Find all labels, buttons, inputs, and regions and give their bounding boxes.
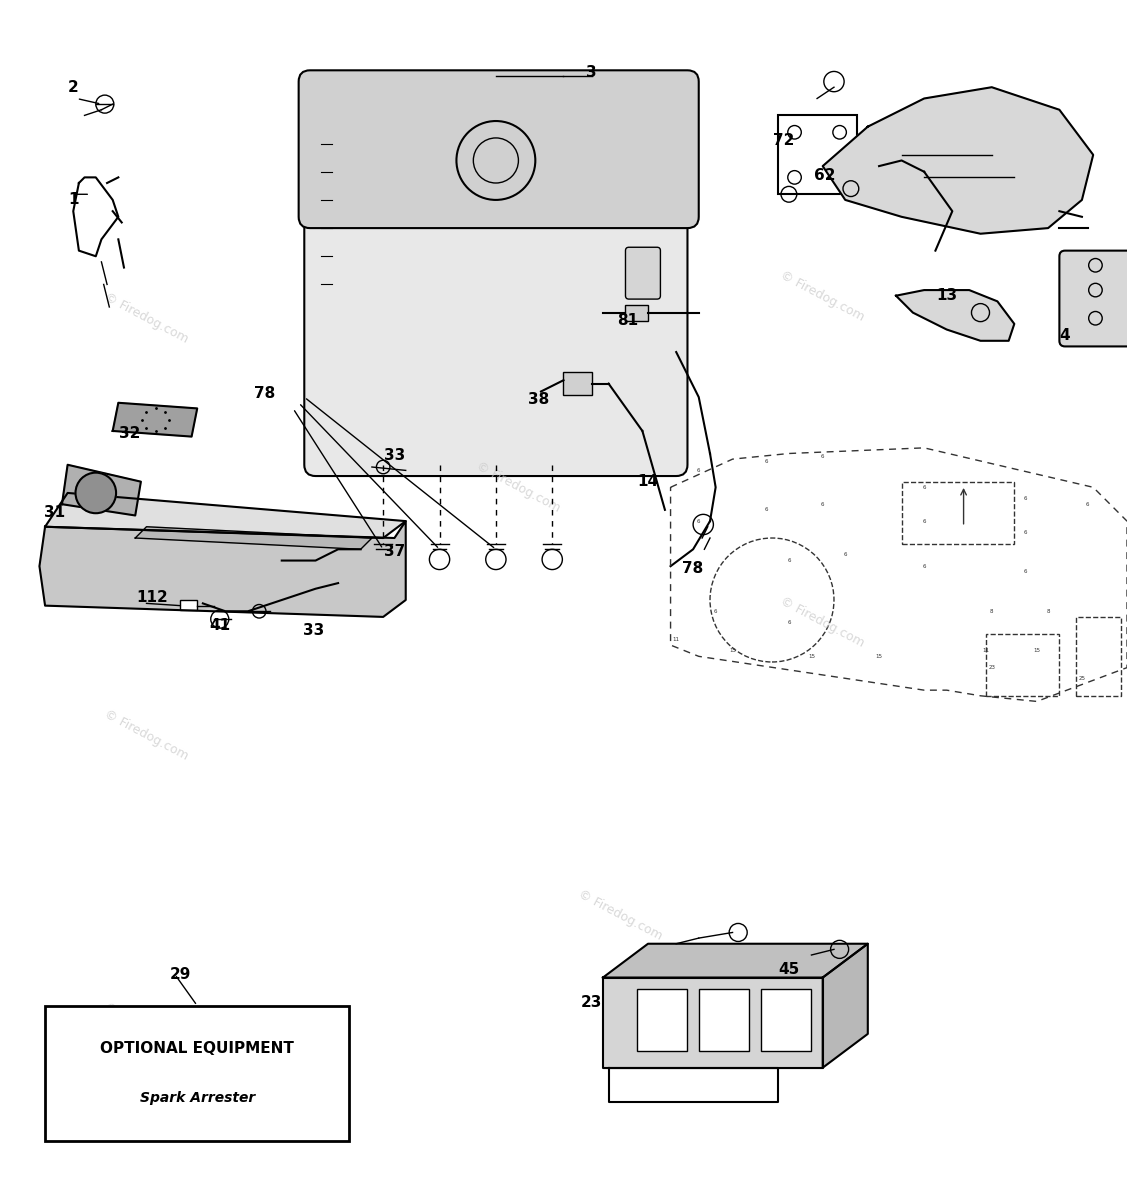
Polygon shape — [39, 521, 406, 617]
Text: 15: 15 — [729, 648, 736, 653]
FancyBboxPatch shape — [1059, 251, 1127, 347]
Polygon shape — [45, 493, 406, 538]
Circle shape — [76, 473, 116, 514]
Text: Spark Arrester: Spark Arrester — [140, 1091, 255, 1105]
Text: 78: 78 — [683, 560, 703, 576]
Text: 6: 6 — [787, 620, 791, 625]
Bar — [637, 989, 687, 1051]
Text: 31: 31 — [44, 504, 64, 520]
Bar — [180, 600, 197, 610]
Text: 11: 11 — [673, 637, 680, 642]
Text: 8: 8 — [1046, 608, 1050, 613]
Text: 41: 41 — [210, 618, 230, 634]
Text: 6: 6 — [922, 518, 926, 523]
Text: 6: 6 — [764, 458, 769, 464]
Text: 29: 29 — [170, 967, 190, 982]
Text: 32: 32 — [119, 426, 140, 440]
Bar — [761, 989, 811, 1051]
Text: 13: 13 — [937, 288, 957, 304]
Text: 33: 33 — [384, 449, 405, 463]
Text: 6: 6 — [787, 558, 791, 563]
Text: 72: 72 — [773, 133, 793, 148]
Text: 6: 6 — [696, 518, 701, 523]
Text: 6: 6 — [820, 502, 825, 506]
Polygon shape — [823, 943, 868, 1068]
Text: 33: 33 — [303, 623, 323, 638]
Polygon shape — [603, 943, 868, 978]
FancyBboxPatch shape — [45, 1006, 349, 1141]
Text: 11: 11 — [983, 648, 990, 653]
Text: © Firedog.com: © Firedog.com — [103, 290, 190, 346]
Polygon shape — [896, 290, 1014, 341]
Text: 23: 23 — [988, 665, 995, 670]
Text: 45: 45 — [779, 962, 799, 977]
Text: 25: 25 — [1079, 677, 1085, 682]
Text: 38: 38 — [529, 392, 549, 407]
Text: 2: 2 — [68, 79, 79, 95]
Text: 112: 112 — [136, 590, 168, 605]
Text: 15: 15 — [1033, 648, 1040, 653]
Polygon shape — [113, 403, 197, 437]
Text: 6: 6 — [843, 552, 848, 558]
Bar — [699, 989, 749, 1051]
Text: 78: 78 — [255, 386, 275, 401]
Text: 23: 23 — [582, 995, 602, 1010]
Text: 6: 6 — [1023, 530, 1028, 535]
Text: 15: 15 — [808, 654, 815, 659]
Text: 6: 6 — [922, 485, 926, 490]
Polygon shape — [603, 978, 823, 1068]
Text: 6: 6 — [922, 564, 926, 569]
Bar — [902, 481, 1014, 544]
Text: © Firedog.com: © Firedog.com — [474, 460, 562, 515]
FancyBboxPatch shape — [625, 247, 660, 299]
Text: © Firedog.com: © Firedog.com — [103, 1001, 190, 1056]
Text: 8: 8 — [990, 608, 994, 613]
Text: 4: 4 — [1059, 328, 1071, 343]
FancyBboxPatch shape — [299, 71, 699, 228]
Polygon shape — [823, 88, 1093, 234]
Text: 81: 81 — [618, 313, 638, 328]
Text: 6: 6 — [713, 608, 718, 613]
Text: 37: 37 — [384, 544, 405, 559]
Text: OPTIONAL EQUIPMENT: OPTIONAL EQUIPMENT — [100, 1042, 294, 1056]
Text: 6: 6 — [1023, 496, 1028, 502]
Bar — [986, 634, 1059, 696]
Polygon shape — [135, 527, 372, 550]
Text: 15: 15 — [876, 654, 882, 659]
Text: 6: 6 — [1085, 502, 1090, 506]
Bar — [1076, 617, 1121, 696]
Text: 14: 14 — [638, 474, 658, 490]
Bar — [625, 305, 648, 320]
Text: 6: 6 — [696, 564, 701, 569]
Text: 6: 6 — [696, 468, 701, 473]
Text: 1: 1 — [68, 192, 79, 208]
Bar — [564, 372, 592, 395]
Text: 3: 3 — [586, 65, 597, 80]
FancyBboxPatch shape — [304, 92, 687, 476]
Text: 6: 6 — [1023, 569, 1028, 575]
Text: © Firedog.com: © Firedog.com — [103, 708, 190, 763]
Text: 62: 62 — [814, 168, 836, 182]
Text: 6: 6 — [764, 508, 769, 512]
Text: 6: 6 — [820, 455, 825, 460]
Text: © Firedog.com: © Firedog.com — [779, 595, 867, 650]
Text: © Firedog.com: © Firedog.com — [576, 888, 664, 943]
Polygon shape — [62, 464, 141, 516]
Text: © Firedog.com: © Firedog.com — [779, 268, 867, 323]
Bar — [778, 115, 857, 194]
